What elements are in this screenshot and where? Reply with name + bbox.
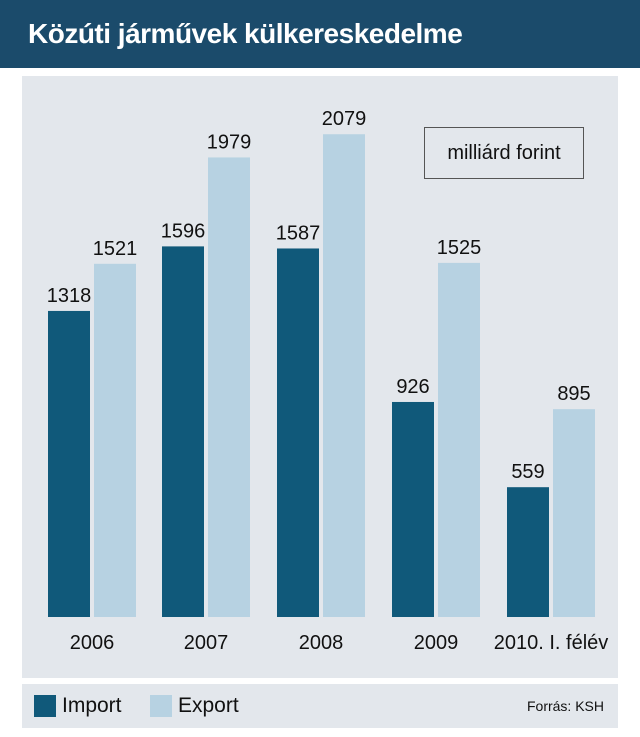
bar-export-3 bbox=[438, 262, 480, 617]
plot-area: 1318 1521 2006 1596 1979 2007 1587 2079 2008 926 1… bbox=[22, 76, 618, 678]
data-label-export-2: 2079 bbox=[322, 108, 367, 130]
data-label-import-2: 1587 bbox=[276, 222, 321, 244]
bar-import-0 bbox=[48, 310, 90, 617]
data-label-export-4: 895 bbox=[557, 383, 590, 405]
legend-label-import: Import bbox=[62, 694, 122, 717]
x-tick-label-0: 2006 bbox=[70, 632, 115, 654]
bar-export-0 bbox=[94, 263, 136, 617]
bar-chart: 1318 1521 2006 1596 1979 2007 1587 2079 2008 926 1… bbox=[47, 108, 609, 654]
data-label-import-0: 1318 bbox=[47, 285, 92, 307]
x-tick-label-2: 2008 bbox=[299, 632, 344, 654]
data-label-export-3: 1525 bbox=[437, 237, 482, 259]
source-note: Forrás: KSH bbox=[526, 698, 604, 714]
data-label-import-4: 559 bbox=[511, 461, 544, 483]
data-label-import-1: 1596 bbox=[161, 220, 206, 242]
legend-item-import: Import bbox=[34, 684, 122, 728]
unit-label: milliárd forint bbox=[424, 127, 584, 179]
legend: Import Export Forrás: KSH bbox=[22, 684, 618, 728]
legend-swatch-export bbox=[150, 695, 172, 717]
bar-import-4 bbox=[507, 487, 549, 617]
x-tick-label-1: 2007 bbox=[184, 632, 229, 654]
bar-export-4 bbox=[553, 409, 595, 617]
bar-import-3 bbox=[392, 401, 434, 617]
legend-item-export: Export bbox=[150, 684, 239, 728]
x-tick-label-3: 2009 bbox=[414, 632, 459, 654]
bar-export-1 bbox=[208, 157, 250, 617]
chart-title: Közúti járművek külkereskedelme bbox=[0, 0, 640, 68]
legend-swatch-import bbox=[34, 695, 56, 717]
data-label-import-3: 926 bbox=[396, 376, 429, 398]
data-label-export-0: 1521 bbox=[93, 238, 138, 260]
x-tick-label-4: 2010. I. félév bbox=[494, 632, 609, 654]
bar-import-2 bbox=[277, 248, 319, 617]
legend-label-export: Export bbox=[178, 694, 239, 717]
bar-import-1 bbox=[162, 246, 204, 617]
bar-export-2 bbox=[323, 134, 365, 617]
data-label-export-1: 1979 bbox=[207, 131, 252, 153]
